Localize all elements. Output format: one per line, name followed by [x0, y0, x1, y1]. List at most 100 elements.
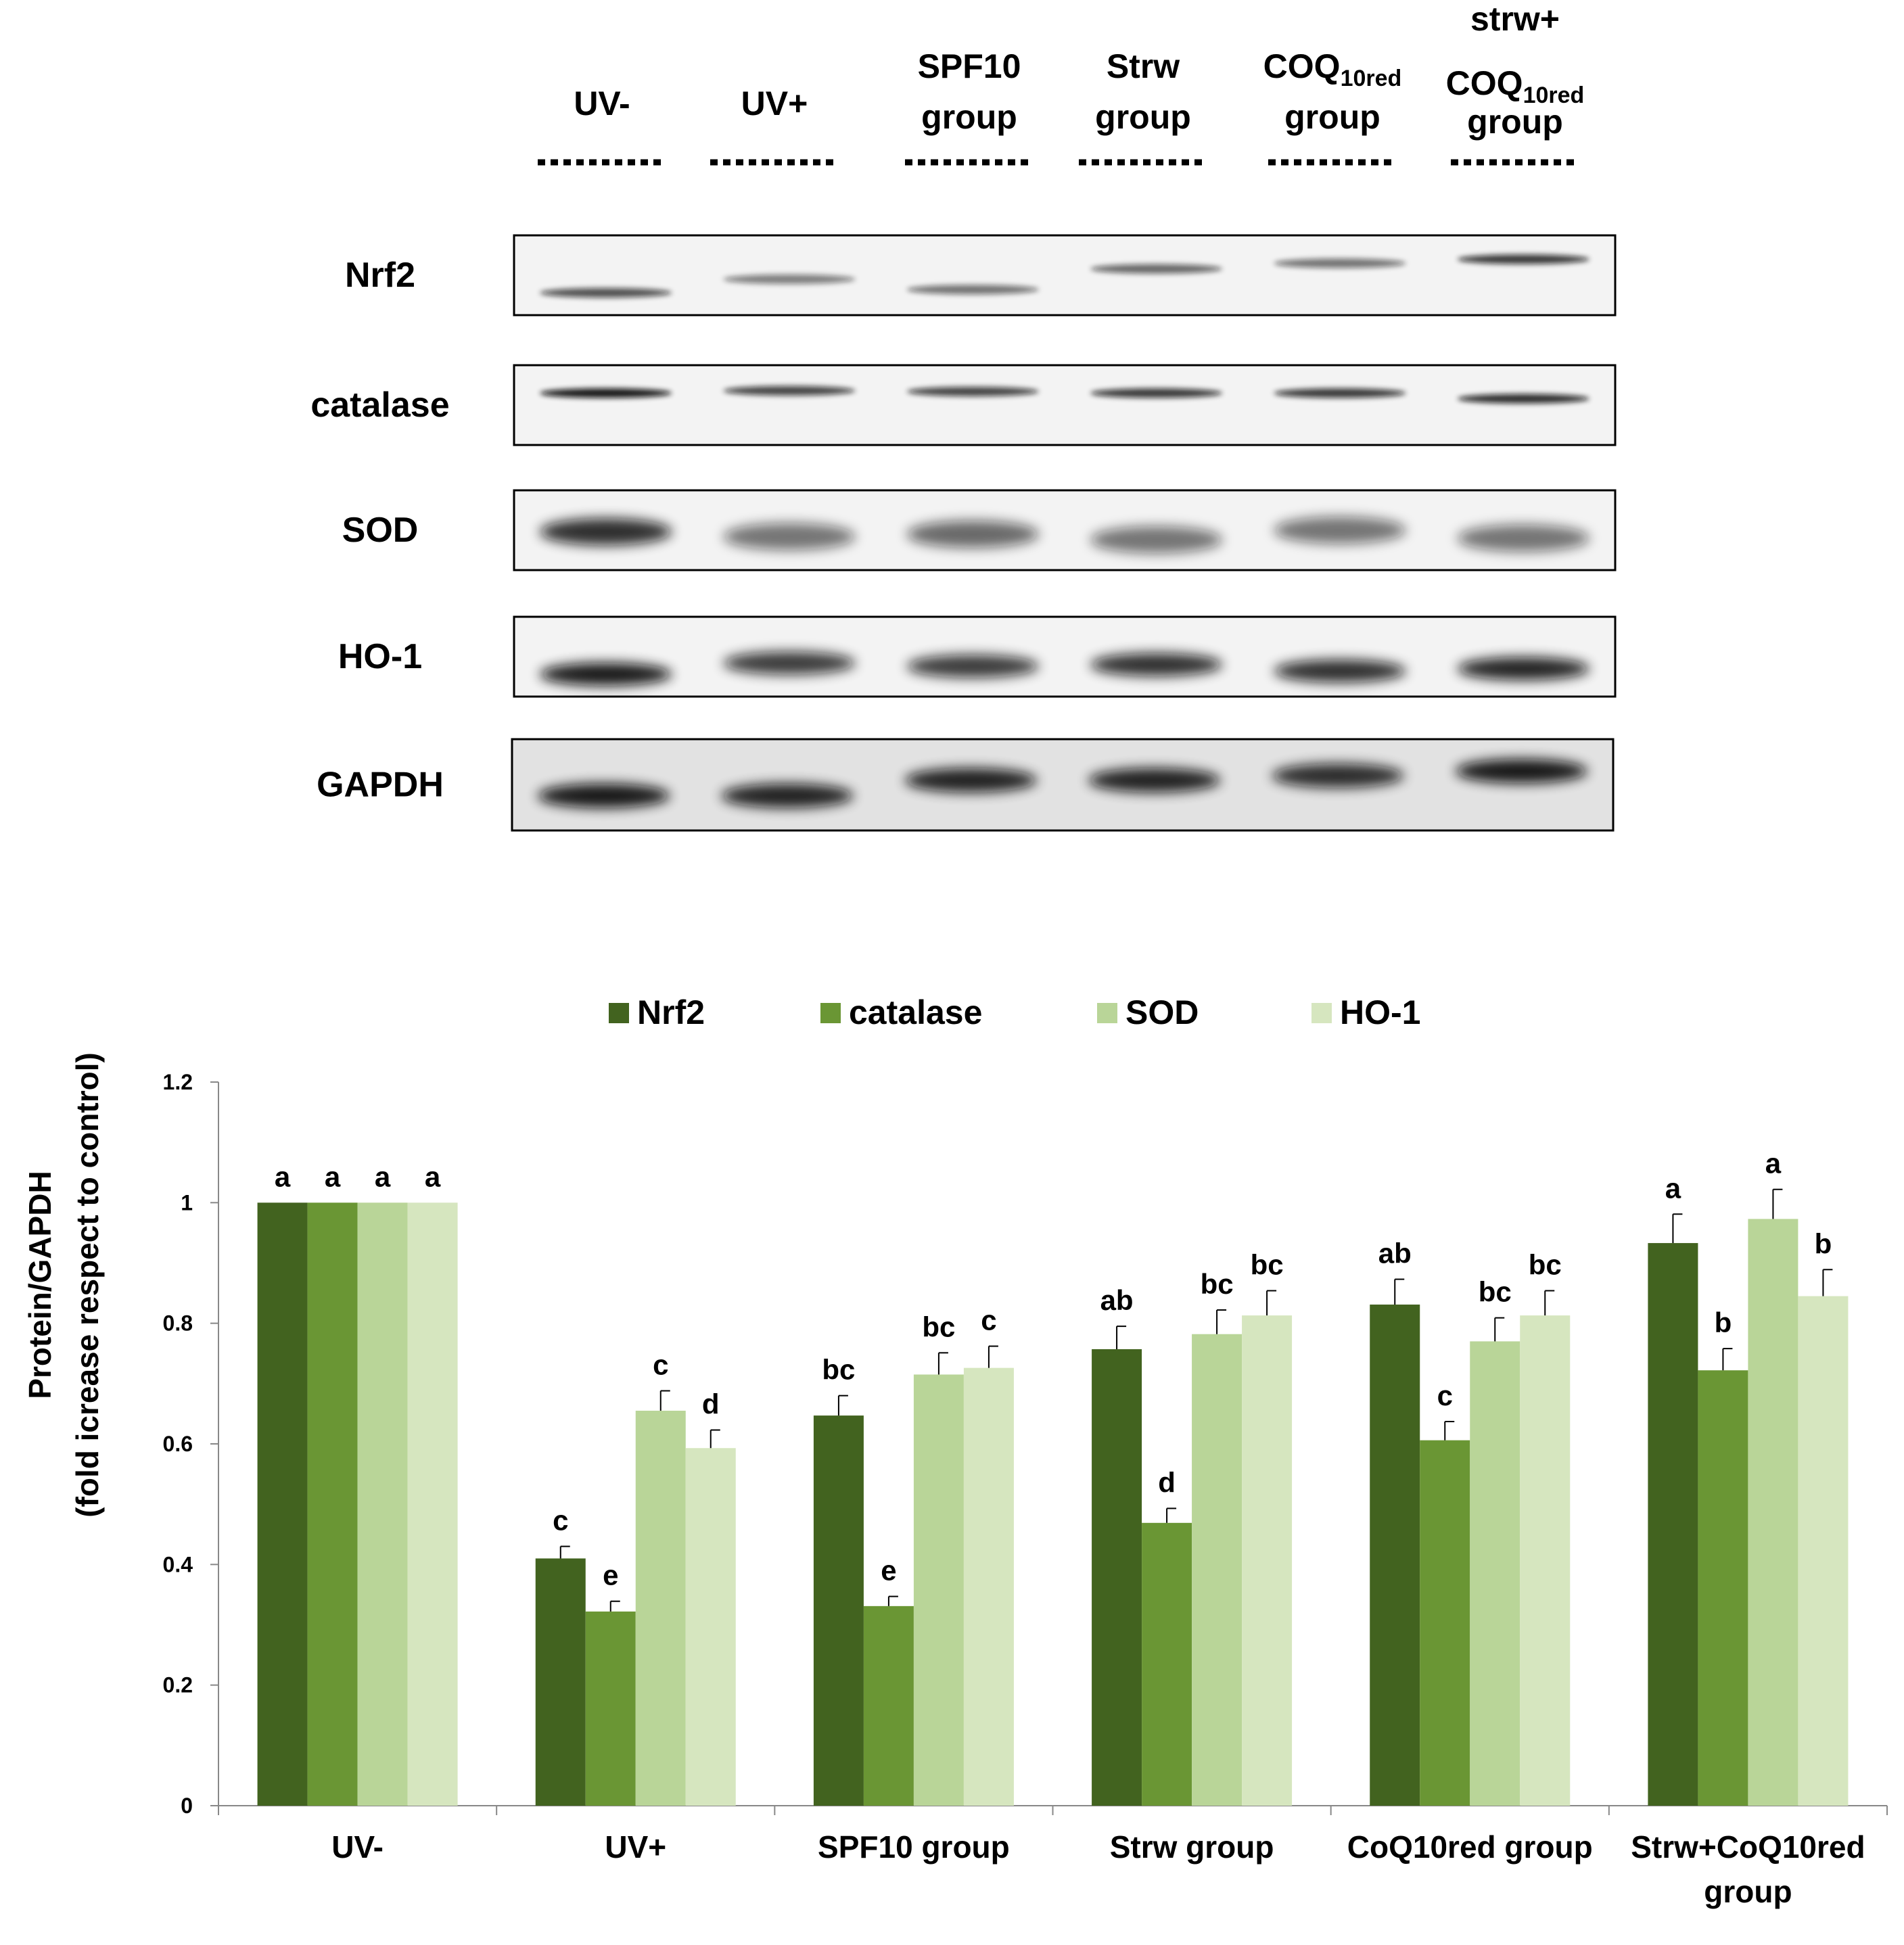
blot-frame — [513, 234, 1617, 317]
significance-letter: b — [1815, 1227, 1832, 1259]
protein-label-nrf2: Nrf2 — [345, 256, 415, 295]
blot-band — [1274, 388, 1406, 398]
blot-band — [906, 386, 1040, 396]
legend-swatch — [820, 1003, 841, 1023]
significance-letter: a — [1765, 1148, 1782, 1179]
error-bars — [559, 1188, 1833, 1612]
significance-letter: b — [1715, 1307, 1732, 1338]
lane-label-text: group — [1095, 98, 1191, 136]
blot-band — [906, 520, 1040, 548]
lane-label-text: COQ — [1263, 47, 1341, 85]
lane-label: group — [1095, 98, 1191, 136]
significance-letter: a — [1665, 1172, 1681, 1204]
blot-band — [1457, 254, 1590, 264]
y-tick-label: 0.4 — [163, 1552, 193, 1576]
legend-label: SOD — [1125, 993, 1199, 1031]
legend-item-ho-1: HO-1 — [1311, 993, 1420, 1031]
bar-catalase-2 — [585, 1611, 636, 1806]
blot-panel-ho-1 — [513, 615, 1617, 698]
blot-band — [1457, 394, 1590, 404]
blot-background — [514, 617, 1615, 697]
bar-sod-2 — [635, 1410, 686, 1806]
bar-catalase-1 — [307, 1202, 358, 1806]
bar-sod-5 — [1470, 1341, 1520, 1806]
y-tick-label: 0.6 — [163, 1432, 193, 1456]
protein-label-catalase: catalase — [310, 385, 449, 425]
significance-letter: ab — [1378, 1238, 1412, 1269]
blot-frame — [511, 738, 1615, 832]
blot-panels — [511, 234, 1617, 832]
lane-header-1: UV- — [538, 85, 666, 166]
blot-band — [539, 662, 672, 686]
bar-catalase-5 — [1420, 1440, 1470, 1806]
blot-band — [1090, 388, 1223, 398]
y-axis-title-line1: Protein/GAPDH — [22, 1171, 57, 1399]
x-tick-label: group — [1704, 1874, 1792, 1909]
significance-letter: a — [325, 1161, 341, 1192]
blot-band — [906, 655, 1040, 678]
western-blot: UV- UV+SPF10groupStrwgroupCOQ10redgroupst… — [310, 0, 1617, 832]
lane-label-text: group — [1467, 103, 1563, 141]
bar-catalase-3 — [863, 1606, 914, 1806]
legend-swatch — [1311, 1003, 1332, 1023]
bar-chart: 0 0.2 0.4 0.6 0.8 1 1.2 UV- UV+ SPF10 group Strw … — [22, 1052, 1888, 1909]
blot-band — [906, 285, 1040, 295]
legend-item-sod: SOD — [1097, 993, 1199, 1031]
significance-letter: a — [275, 1161, 291, 1192]
significance-letter: bc — [1479, 1276, 1512, 1308]
bar-ho-1-2 — [685, 1448, 736, 1806]
lane-label: COQ10red — [1263, 47, 1402, 91]
x-tick-label: CoQ10red group — [1347, 1829, 1593, 1865]
significance-letter: a — [425, 1161, 441, 1192]
y-tick-label: 1.2 — [163, 1070, 193, 1094]
lane-label: strw+ — [1470, 0, 1560, 38]
bar-ho-1-5 — [1520, 1315, 1571, 1806]
lane-header-4: Strw group — [1079, 47, 1207, 166]
significance-letter: c — [653, 1349, 668, 1381]
lane-label: COQ10red — [1446, 64, 1585, 108]
lane-label-text: SPF10 — [918, 47, 1021, 85]
lane-label-text: group — [921, 98, 1017, 136]
significance-letter: bc — [822, 1354, 855, 1386]
lane-headers: UV- UV+SPF10groupStrwgroupCOQ10redgroupst… — [538, 0, 1585, 166]
lane-label: UV- — [574, 85, 630, 122]
significance-letter: bc — [1201, 1268, 1234, 1300]
protein-label-gapdh: GAPDH — [317, 766, 444, 805]
blot-background — [514, 235, 1615, 315]
bar-ho-1-4 — [1242, 1315, 1293, 1806]
bar-ho-1-6 — [1798, 1296, 1849, 1806]
lane-header-3: SPF10 group — [905, 47, 1034, 166]
blot-panel-nrf2 — [513, 234, 1617, 317]
legend-label: Nrf2 — [637, 993, 705, 1031]
bar-sod-4 — [1192, 1334, 1243, 1806]
lane-label-text: UV- — [574, 85, 630, 122]
blot-band — [1090, 264, 1223, 274]
lane-label-text: Strw — [1107, 47, 1180, 85]
legend-item-catalase: catalase — [820, 993, 982, 1031]
blot-band — [1272, 764, 1404, 788]
blot-frame — [513, 364, 1617, 446]
legend-label: catalase — [849, 993, 982, 1031]
lane-label: UV+ — [741, 85, 808, 122]
significance-letter: d — [1158, 1466, 1176, 1498]
blot-band — [539, 518, 672, 546]
y-axis-title: Protein/GAPDH (fold icrease respect to c… — [22, 1052, 105, 1518]
bar-nrf2-3 — [813, 1415, 864, 1806]
blot-background — [514, 365, 1615, 445]
blot-band — [723, 274, 856, 284]
x-tick-label: SPF10 group — [818, 1829, 1010, 1865]
blot-background — [512, 739, 1613, 830]
bar-nrf2-1 — [257, 1202, 308, 1806]
y-axis-title-line2: (fold icrease respect to control) — [70, 1052, 105, 1518]
bar-catalase-6 — [1698, 1370, 1748, 1806]
blot-band — [723, 651, 856, 675]
bar-ho-1-1 — [407, 1202, 458, 1806]
y-tick-label: 0 — [181, 1794, 193, 1818]
blot-band — [1455, 759, 1588, 784]
significance-letter: c — [1437, 1380, 1453, 1411]
significance-letter: bc — [922, 1311, 955, 1342]
significance-letter: c — [981, 1305, 996, 1336]
